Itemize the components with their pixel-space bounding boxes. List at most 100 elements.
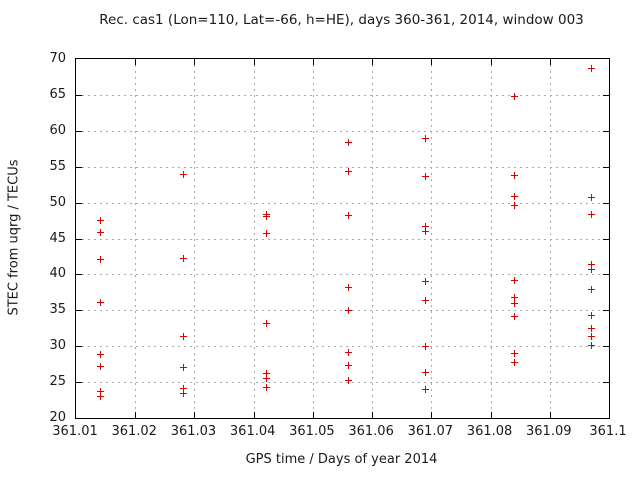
- y-tick-mark-right: [603, 382, 609, 384]
- x-tick-mark-bottom: [135, 412, 137, 418]
- data-point-marker: [96, 363, 104, 371]
- horizontal-gridline: [76, 238, 609, 240]
- y-tick-mark-left: [76, 310, 82, 312]
- data-point-marker: [96, 351, 104, 359]
- y-tick-mark-right: [603, 202, 609, 204]
- data-point-marker: [345, 138, 353, 146]
- data-point-marker: [96, 229, 104, 237]
- y-tick-mark-left: [76, 94, 82, 96]
- data-point-marker: [345, 284, 353, 292]
- x-tick-mark-bottom: [253, 412, 255, 418]
- x-tick-mark-top: [490, 59, 492, 65]
- data-point-marker: [511, 92, 519, 100]
- data-point-marker: [262, 212, 270, 220]
- x-tick-mark-bottom: [372, 412, 374, 418]
- horizontal-gridline: [76, 130, 609, 132]
- vertical-gridline: [549, 59, 551, 418]
- data-point-marker: [588, 312, 596, 320]
- x-tick-label: 361.06: [348, 424, 394, 439]
- data-point-marker: [422, 296, 430, 304]
- horizontal-gridline: [76, 346, 609, 348]
- x-tick-mark-top: [253, 59, 255, 65]
- horizontal-gridline: [76, 310, 609, 312]
- horizontal-gridline: [76, 202, 609, 204]
- data-point-marker: [511, 277, 519, 285]
- y-tick-label: 55: [49, 158, 66, 174]
- data-point-marker: [588, 193, 596, 201]
- y-tick-mark-left: [76, 166, 82, 168]
- y-tick-label: 50: [49, 194, 66, 210]
- data-point-marker: [96, 255, 104, 263]
- chart-title: Rec. cas1 (Lon=110, Lat=-66, h=HE), days…: [99, 12, 584, 28]
- data-point-marker: [588, 266, 596, 274]
- data-point-marker: [179, 170, 187, 178]
- data-point-marker: [422, 277, 430, 285]
- x-tick-mark-bottom: [312, 412, 314, 418]
- x-tick-label: 361.09: [526, 424, 572, 439]
- data-point-marker: [262, 320, 270, 328]
- x-tick-label: 361.05: [289, 424, 335, 439]
- data-point-marker: [511, 349, 519, 357]
- data-point-marker: [96, 216, 104, 224]
- x-tick-label: 361.07: [407, 424, 454, 439]
- y-tick-mark-right: [603, 94, 609, 96]
- data-point-marker: [511, 313, 519, 321]
- data-point-marker: [422, 385, 430, 393]
- horizontal-gridline: [76, 382, 609, 384]
- data-point-marker: [345, 348, 353, 356]
- data-point-marker: [345, 211, 353, 219]
- data-point-marker: [179, 384, 187, 392]
- data-point-marker: [345, 307, 353, 315]
- data-point-marker: [345, 168, 353, 175]
- x-tick-label: 361.1: [589, 424, 627, 439]
- x-tick-label: 361.01: [52, 424, 98, 439]
- x-axis-label: GPS time / Days of year 2014: [245, 452, 438, 467]
- data-point-marker: [262, 229, 270, 237]
- y-tick-label: 25: [49, 374, 66, 390]
- x-tick-mark-top: [549, 59, 551, 65]
- horizontal-gridline: [76, 166, 609, 168]
- vertical-gridline: [194, 59, 196, 418]
- y-tick-mark-right: [603, 130, 609, 132]
- y-tick-mark-right: [603, 310, 609, 312]
- y-tick-mark-right: [603, 274, 609, 276]
- data-point-marker: [422, 369, 430, 377]
- data-point-marker: [588, 211, 596, 219]
- x-tick-mark-bottom: [490, 412, 492, 418]
- data-point-marker: [262, 370, 270, 378]
- y-tick-label: 40: [49, 266, 66, 282]
- x-tick-mark-bottom: [431, 412, 433, 418]
- horizontal-gridline: [76, 94, 609, 96]
- data-point-marker: [511, 202, 519, 210]
- x-tick-label: 361.08: [466, 424, 513, 439]
- y-tick-label: 70: [49, 51, 66, 66]
- data-point-marker: [179, 389, 187, 397]
- data-point-marker: [179, 364, 187, 372]
- x-tick-label: 361.02: [111, 424, 157, 439]
- data-point-marker: [345, 376, 353, 384]
- y-tick-label: 60: [49, 122, 66, 138]
- x-tick-mark-top: [431, 59, 433, 65]
- data-point-marker: [262, 384, 270, 392]
- vertical-gridline: [253, 59, 255, 418]
- x-tick-mark-bottom: [194, 412, 196, 418]
- plot-area: [75, 58, 610, 419]
- y-tick-label: 45: [49, 230, 66, 246]
- vertical-gridline: [490, 59, 492, 418]
- vertical-gridline: [431, 59, 433, 418]
- data-point-marker: [511, 358, 519, 366]
- y-tick-mark-left: [76, 202, 82, 204]
- data-point-marker: [511, 300, 519, 308]
- data-point-marker: [422, 134, 430, 142]
- data-point-marker: [588, 261, 596, 269]
- y-tick-label: 65: [49, 86, 66, 102]
- vertical-gridline: [135, 59, 137, 418]
- y-tick-mark-right: [603, 238, 609, 240]
- data-point-marker: [588, 285, 596, 293]
- x-tick-mark-top: [372, 59, 374, 65]
- data-point-marker: [96, 388, 104, 396]
- x-tick-mark-bottom: [549, 412, 551, 418]
- y-tick-mark-left: [76, 382, 82, 384]
- data-point-marker: [422, 223, 430, 231]
